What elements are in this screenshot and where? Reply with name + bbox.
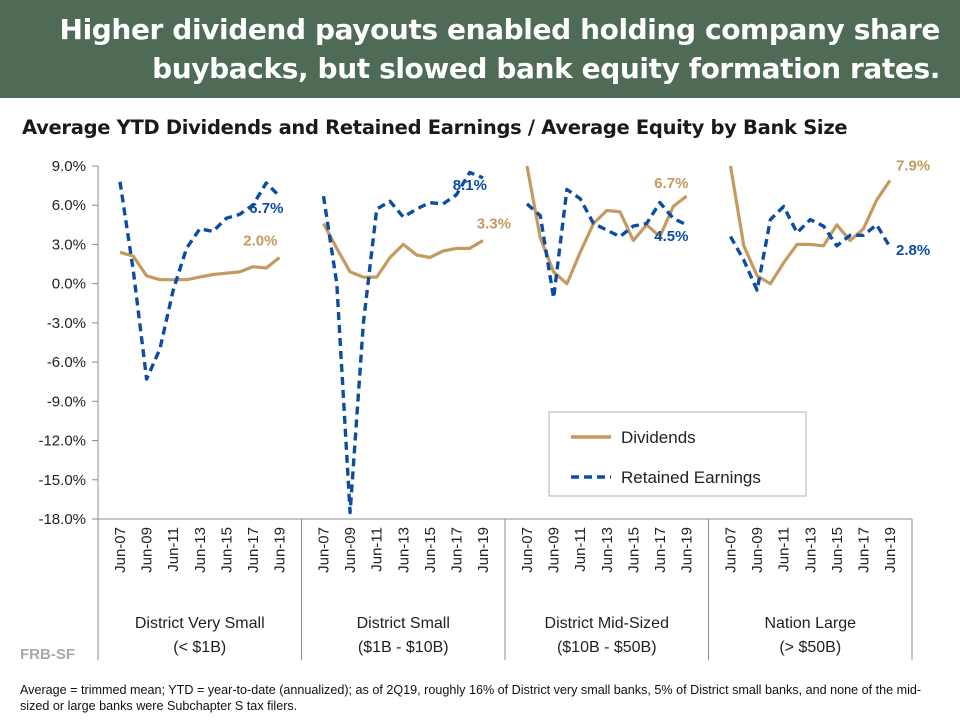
x-tick-label: Jun-19 (272, 527, 289, 573)
series-line-retained-earnings (321, 170, 484, 515)
title-banner: Higher dividend payouts enabled holding … (0, 0, 960, 98)
x-tick-label: Jun-07 (316, 527, 333, 573)
legend-label-retained-earnings: Retained Earnings (621, 468, 761, 487)
x-tick-label: Jun-15 (422, 527, 439, 573)
y-tick-label: 6.0% (52, 197, 86, 214)
x-tick-label: Jun-17 (448, 527, 465, 573)
footnote: Average = trimmed mean; YTD = year-to-da… (20, 683, 922, 713)
x-tick-label: Jun-09 (749, 527, 766, 573)
series-line-retained-earnings (729, 204, 892, 292)
data-label-dividends: 6.7% (654, 175, 688, 192)
watermark-frb-sf: FRB-SF (20, 646, 75, 663)
legend-box (548, 411, 807, 497)
data-label-dividends: 3.3% (477, 216, 511, 233)
y-tick-label: 9.0% (52, 158, 86, 175)
data-label-retained-earnings: 8.1% (453, 177, 487, 194)
y-tick-label: -9.0% (47, 393, 86, 410)
series-line-dividends (728, 165, 892, 286)
x-tick-label: Jun-07 (112, 527, 129, 573)
x-tick-label: Jun-11 (572, 527, 589, 572)
legend-label-dividends: Dividends (621, 428, 696, 447)
x-tick-label: Jun-07 (723, 527, 740, 573)
x-tick-label: Jun-17 (652, 527, 669, 573)
data-label-retained-earnings: 2.8% (896, 242, 930, 259)
x-tick-label: Jun-07 (519, 527, 536, 573)
x-tick-label: Jun-19 (475, 527, 492, 573)
data-label-dividends: 7.9% (896, 157, 930, 174)
x-tick-label: Jun-13 (599, 527, 616, 573)
group-label: District Small (357, 615, 450, 632)
x-tick-label: Jun-09 (342, 527, 359, 573)
y-tick-label: -12.0% (38, 433, 86, 450)
data-label-retained-earnings: 6.7% (249, 200, 283, 217)
x-tick-label: Jun-19 (679, 527, 696, 573)
x-tick-label: Jun-11 (776, 527, 793, 572)
series-line-dividends (119, 250, 281, 282)
x-tick-label: Jun-11 (165, 527, 182, 572)
data-label-dividends: 2.0% (243, 233, 277, 250)
x-tick-label: Jun-09 (546, 527, 563, 573)
y-tick-label: 0.0% (52, 276, 86, 293)
group-sublabel: (< $1B) (173, 639, 226, 656)
x-tick-label: Jun-15 (829, 527, 846, 573)
series-line-dividends (525, 165, 688, 286)
x-tick-label: Jun-09 (139, 527, 156, 573)
y-tick-label: -6.0% (47, 354, 86, 371)
x-tick-label: Jun-13 (802, 527, 819, 573)
group-sublabel: ($1B - $10B) (358, 639, 449, 656)
data-label-retained-earnings: 4.5% (654, 228, 688, 245)
chart-title: Average YTD Dividends and Retained Earni… (22, 116, 848, 139)
series-line-dividends (322, 222, 484, 279)
series-line-retained-earnings (118, 181, 281, 381)
x-tick-label: Jun-15 (218, 527, 235, 573)
y-tick-label: 3.0% (52, 236, 86, 253)
x-tick-label: Jun-13 (192, 527, 209, 573)
x-tick-label: Jun-11 (369, 527, 386, 572)
x-tick-label: Jun-17 (245, 527, 262, 573)
group-label: Nation Large (764, 615, 856, 632)
group-sublabel: ($10B - $50B) (557, 639, 657, 656)
y-tick-label: -15.0% (38, 472, 86, 489)
group-sublabel: (> $50B) (779, 639, 841, 656)
banner-headline-line-1: Higher dividend payouts enabled holding … (59, 13, 941, 46)
series-line-retained-earnings (525, 187, 688, 300)
y-tick-label: -18.0% (38, 511, 86, 528)
x-tick-label: Jun-17 (855, 527, 872, 573)
banner-headline-line-2: buybacks, but slowed bank equity formati… (152, 52, 940, 85)
x-tick-label: Jun-13 (395, 527, 412, 573)
x-tick-label: Jun-15 (625, 527, 642, 573)
x-tick-label: Jun-19 (882, 527, 899, 573)
y-tick-label: -3.0% (47, 315, 86, 332)
group-label: District Very Small (135, 615, 265, 632)
group-label: District Mid-Sized (545, 615, 669, 632)
